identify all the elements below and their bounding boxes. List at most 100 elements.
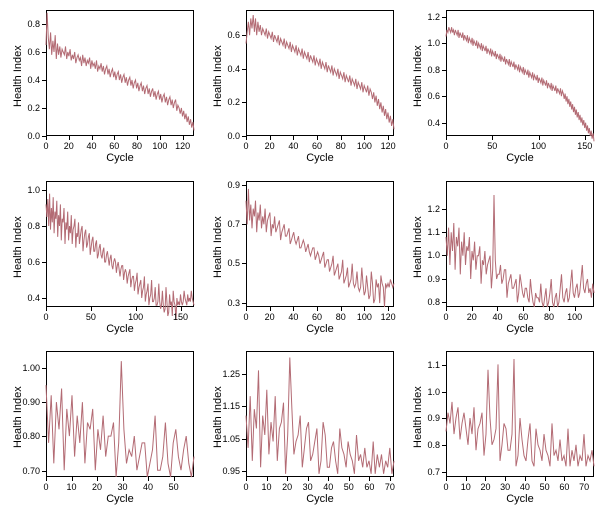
y-axis-label: Health Index — [412, 45, 424, 107]
xtick-label: 0 — [434, 312, 458, 322]
ytick-label: 0.4 — [227, 64, 240, 74]
ytick-label: 0.6 — [427, 91, 440, 101]
ytick-label: 0.4 — [427, 118, 440, 128]
x-axis-label: Cycle — [46, 323, 194, 335]
xtick-label: 0 — [34, 482, 58, 492]
ytick-label: 0.0 — [27, 131, 40, 141]
series-line — [46, 193, 194, 319]
xtick-label: 0 — [234, 312, 258, 322]
xtick-label: 0 — [34, 141, 58, 151]
xtick-label: 120 — [171, 141, 195, 151]
x-axis-label: Cycle — [246, 323, 394, 335]
series-line — [246, 358, 394, 474]
ytick-label: 0.2 — [27, 103, 40, 113]
xtick-label: 20 — [85, 482, 109, 492]
y-axis-label: Health Index — [212, 387, 224, 449]
panel-8: 0.70.80.91.01.1010203040506070Health Ind… — [400, 341, 600, 512]
ytick-label: 1.1 — [427, 227, 440, 237]
series-line — [246, 15, 394, 129]
ytick-label: 1.00 — [22, 363, 40, 373]
y-axis-label: Health Index — [212, 45, 224, 107]
xtick-label: 40 — [80, 141, 104, 151]
xtick-label: 60 — [305, 141, 329, 151]
panel-1: 0.00.20.40.6020406080100120Health IndexC… — [200, 0, 400, 171]
ytick-label: 0.6 — [27, 257, 40, 267]
xtick-label: 0 — [234, 141, 258, 151]
ytick-label: 0.95 — [222, 466, 240, 476]
xtick-label: 40 — [485, 312, 509, 322]
xtick-label: 150 — [573, 141, 597, 151]
xtick-label: 70 — [572, 482, 596, 492]
xtick-label: 70 — [378, 482, 402, 492]
ytick-label: 0.7 — [227, 219, 240, 229]
ytick-label: 1.0 — [427, 38, 440, 48]
ytick-label: 1.25 — [222, 369, 240, 379]
y-axis-label: Health Index — [12, 45, 24, 107]
series-line — [246, 189, 394, 307]
panel-7: 0.951.051.151.25010203040506070Health In… — [200, 341, 400, 512]
ytick-label: 0.8 — [27, 19, 40, 29]
ytick-label: 0.4 — [27, 293, 40, 303]
y-axis-label: Health Index — [212, 216, 224, 278]
panel-5: 0.80.91.01.11.2020406080100Health IndexC… — [400, 171, 600, 342]
xtick-label: 50 — [480, 141, 504, 151]
panel-4: 0.30.50.70.9020406080100120Health IndexC… — [200, 171, 400, 342]
xtick-label: 20 — [57, 141, 81, 151]
x-axis-label: Cycle — [246, 152, 394, 164]
ytick-label: 0.80 — [22, 431, 40, 441]
ytick-label: 0.9 — [427, 413, 440, 423]
xtick-label: 20 — [258, 312, 282, 322]
ytick-label: 0.70 — [22, 466, 40, 476]
xtick-label: 0 — [434, 141, 458, 151]
xtick-label: 10 — [60, 482, 84, 492]
ytick-label: 1.2 — [427, 204, 440, 214]
panel-2: 0.40.60.81.01.2050100150Health IndexCycl… — [400, 0, 600, 171]
xtick-label: 50 — [162, 482, 186, 492]
x-axis-label: Cycle — [446, 323, 594, 335]
series-line — [46, 362, 194, 478]
x-axis-label: Cycle — [446, 152, 594, 164]
xtick-label: 150 — [169, 312, 193, 322]
ytick-label: 0.2 — [227, 97, 240, 107]
xtick-label: 0 — [34, 312, 58, 322]
xtick-label: 120 — [376, 141, 400, 151]
xtick-label: 60 — [102, 141, 126, 151]
xtick-label: 80 — [329, 312, 353, 322]
ytick-label: 1.1 — [427, 360, 440, 370]
series-line — [446, 359, 594, 466]
ytick-label: 0.9 — [427, 274, 440, 284]
ytick-label: 0.8 — [427, 65, 440, 75]
xtick-label: 30 — [111, 482, 135, 492]
xtick-label: 100 — [527, 141, 551, 151]
ytick-label: 0.8 — [27, 221, 40, 231]
panel-6: 0.700.800.901.0001020304050Health IndexC… — [0, 341, 200, 512]
xtick-label: 100 — [148, 141, 172, 151]
ytick-label: 0.6 — [27, 47, 40, 57]
xtick-label: 100 — [352, 141, 376, 151]
y-axis-label: Health Index — [412, 387, 424, 449]
x-axis-label: Cycle — [246, 493, 394, 505]
ytick-label: 1.0 — [27, 185, 40, 195]
xtick-label: 60 — [511, 312, 535, 322]
y-axis-label: Health Index — [12, 216, 24, 278]
xtick-label: 50 — [79, 312, 103, 322]
ytick-label: 0.6 — [227, 30, 240, 40]
ytick-label: 1.15 — [222, 401, 240, 411]
ytick-label: 0.5 — [227, 258, 240, 268]
y-axis-label: Health Index — [12, 387, 24, 449]
panel-3: 0.40.60.81.0050100150Health IndexCycle — [0, 171, 200, 342]
xtick-label: 80 — [537, 312, 561, 322]
xtick-label: 40 — [281, 312, 305, 322]
series-line — [46, 13, 194, 131]
ytick-label: 1.0 — [427, 250, 440, 260]
ytick-label: 0.90 — [22, 397, 40, 407]
chart-grid: 0.00.20.40.60.8020406080100120Health Ind… — [0, 0, 600, 512]
xtick-label: 60 — [305, 312, 329, 322]
series-line — [446, 195, 594, 307]
xtick-label: 80 — [125, 141, 149, 151]
xtick-label: 20 — [258, 141, 282, 151]
xtick-label: 80 — [329, 141, 353, 151]
xtick-label: 100 — [352, 312, 376, 322]
xtick-label: 100 — [563, 312, 587, 322]
xtick-label: 40 — [281, 141, 305, 151]
